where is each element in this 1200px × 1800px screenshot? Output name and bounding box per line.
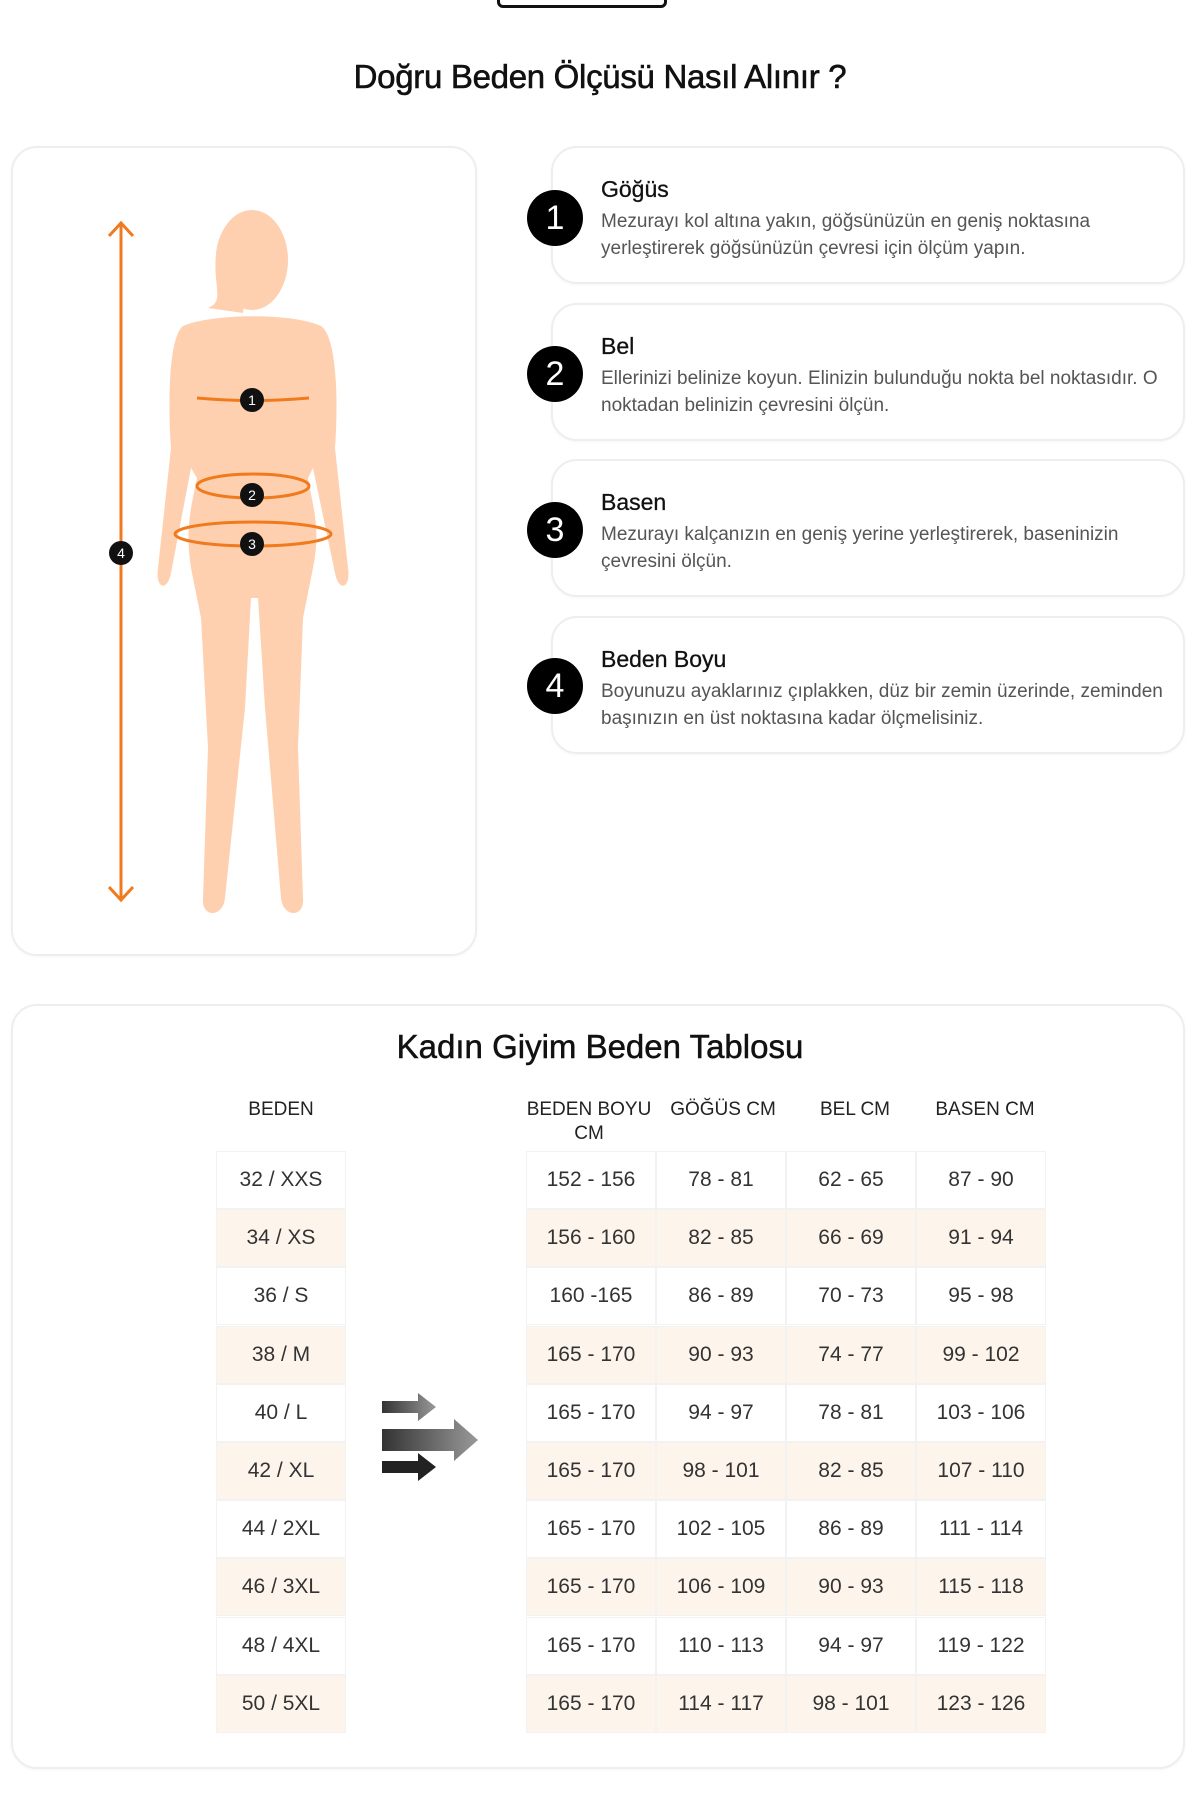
step-number-badge: 2 [527,346,583,402]
measurement-cell: 165 - 170 [526,1616,656,1675]
marker-2 [240,483,264,507]
measurement-cell: 165 - 170 [526,1325,656,1384]
size-label-cell: 46 / 3XL [216,1558,346,1617]
measurement-cell: 62 - 65 [786,1151,916,1209]
measurement-cell: 66 - 69 [786,1209,916,1268]
size-label-cell: 34 / XS [216,1209,346,1268]
size-label-cell: 36 / S [216,1267,346,1326]
header-beden: BEDEN [248,1099,314,1120]
svg-text:4: 4 [117,545,125,561]
measurement-cell: 94 - 97 [656,1383,786,1442]
size-label-cell: 42 / XL [216,1442,346,1500]
measurement-cell: 86 - 89 [656,1267,786,1326]
measurement-cell: 94 - 97 [786,1616,916,1675]
measurement-cell: 90 - 93 [656,1325,786,1384]
measurement-cell: 78 - 81 [786,1383,916,1442]
measurement-cell: 123 - 126 [916,1674,1046,1733]
size-table-card [11,1004,1185,1769]
measurement-cell: 74 - 77 [786,1325,916,1384]
measurement-cell: 111 - 114 [916,1500,1046,1559]
measurement-cell: 87 - 90 [916,1151,1046,1209]
measurement-cell: 110 - 113 [656,1616,786,1675]
step-title: Basen [601,489,667,515]
measurement-cell: 99 - 102 [916,1325,1046,1384]
step-number-badge: 3 [527,502,583,558]
step-title: Göğüs [601,176,669,202]
size-label-cell: 40 / L [216,1383,346,1442]
header-waist: BEL CM [819,1099,891,1120]
page-title: Doğru Beden Ölçüsü Nasıl Alınır ? [353,58,847,96]
body-silhouette [157,210,349,913]
step-title: Bel [601,333,635,359]
step-description: Mezurayı kol altına yakın, göğsünüzün en… [601,211,1091,259]
top-tab[interactable] [497,0,667,8]
step-description: Ellerinizi belinize koyun. Elinizin bulu… [601,368,1158,416]
header-chest: GÖĞÜS CM [670,1099,776,1120]
header-hip: BASEN CM [935,1099,1035,1120]
measurement-cell: 103 - 106 [916,1383,1046,1442]
measurement-cell: 98 - 101 [786,1674,916,1733]
measurement-cell: 82 - 85 [656,1209,786,1268]
header-height: BEDEN BOYU CM [526,1099,652,1144]
step-title: Beden Boyu [601,646,727,672]
measurement-cell: 91 - 94 [916,1209,1046,1268]
measurement-cell: 95 - 98 [916,1267,1046,1326]
size-label-cell: 44 / 2XL [216,1500,346,1559]
measurement-cell: 102 - 105 [656,1500,786,1559]
measurement-cell: 165 - 170 [526,1558,656,1617]
body-measurement-illustration: 1 2 3 4 [107,210,349,913]
measurement-cell: 78 - 81 [656,1151,786,1209]
measurement-cell: 107 - 110 [916,1442,1046,1500]
measurement-cell: 106 - 109 [656,1558,786,1617]
measurement-cell: 119 - 122 [916,1616,1046,1675]
size-label-cell: 32 / XXS [216,1151,346,1209]
size-label-cell: 38 / M [216,1325,346,1384]
step-card-hip: Basen Mezurayı kalçanızın en geniş yerin… [551,459,1185,597]
marker-4 [109,541,133,565]
measurement-cell: 82 - 85 [786,1442,916,1500]
body-figure-card: 1 2 3 4 [11,146,477,956]
measurement-cell: 165 - 170 [526,1674,656,1733]
measurement-cell: 86 - 89 [786,1500,916,1559]
arrows-icon [382,1393,478,1481]
svg-text:3: 3 [248,536,256,552]
marker-1 [240,388,264,412]
step-description: Boyunuzu ayaklarınız çıplakken, düz bir … [601,681,1163,729]
measurement-cell: 70 - 73 [786,1267,916,1326]
step-card-waist: Bel Ellerinizi belinize koyun. Elinizin … [551,303,1185,441]
size-label-cell: 50 / 5XL [216,1674,346,1733]
size-label-cell: 48 / 4XL [216,1616,346,1675]
step-number-badge: 4 [527,658,583,714]
measurement-cell: 160 -165 [526,1267,656,1326]
svg-text:1: 1 [248,392,256,408]
measurement-cell: 165 - 170 [526,1442,656,1500]
marker-3 [240,532,264,556]
measurement-cell: 156 - 160 [526,1209,656,1268]
measurement-cell: 98 - 101 [656,1442,786,1500]
step-card-height: Beden Boyu Boyunuzu ayaklarınız çıplakke… [551,616,1185,754]
measurement-cell: 165 - 170 [526,1500,656,1559]
step-card-chest: Göğüs Mezurayı kol altına yakın, göğsünü… [551,146,1185,284]
measurement-cell: 90 - 93 [786,1558,916,1617]
measurement-cell: 115 - 118 [916,1558,1046,1617]
measurement-cell: 165 - 170 [526,1383,656,1442]
measurement-cell: 152 - 156 [526,1151,656,1209]
size-table-title: Kadın Giyim Beden Tablosu [396,1028,804,1066]
svg-text:2: 2 [248,487,256,503]
step-number-badge: 1 [527,190,583,246]
step-description: Mezurayı kalçanızın en geniş yerine yerl… [601,524,1119,572]
measurement-cell: 114 - 117 [656,1674,786,1733]
